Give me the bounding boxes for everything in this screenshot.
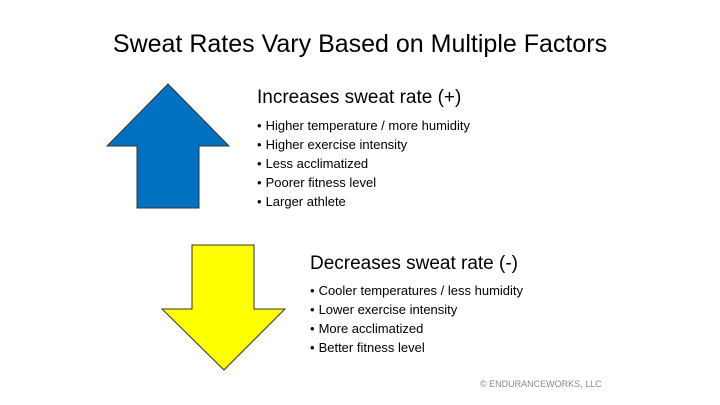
decrease-heading: Decreases sweat rate (-): [310, 253, 519, 274]
copyright-footer: © ENDURANCEWORKS, LLC: [480, 379, 602, 389]
slide-title: Sweat Rates Vary Based on Multiple Facto…: [112, 30, 608, 58]
list-item: Poorer fitness level: [257, 173, 470, 192]
list-item: Better fitness level: [310, 338, 523, 357]
list-item: Larger athlete: [257, 192, 470, 211]
list-item: Lower exercise intensity: [310, 300, 523, 319]
list-item: More acclimatized: [310, 319, 523, 338]
decrease-list: Cooler temperatures / less humidity Lowe…: [310, 281, 523, 357]
increase-list: Higher temperature / more humidity Highe…: [257, 116, 470, 211]
list-item: Higher temperature / more humidity: [257, 116, 470, 135]
increase-heading: Increases sweat rate (+): [257, 87, 462, 108]
list-item: Less acclimatized: [257, 154, 470, 173]
list-item: Cooler temperatures / less humidity: [310, 281, 523, 300]
up-arrow-icon: [105, 83, 231, 209]
down-arrow-icon: [160, 244, 287, 371]
list-item: Higher exercise intensity: [257, 135, 470, 154]
